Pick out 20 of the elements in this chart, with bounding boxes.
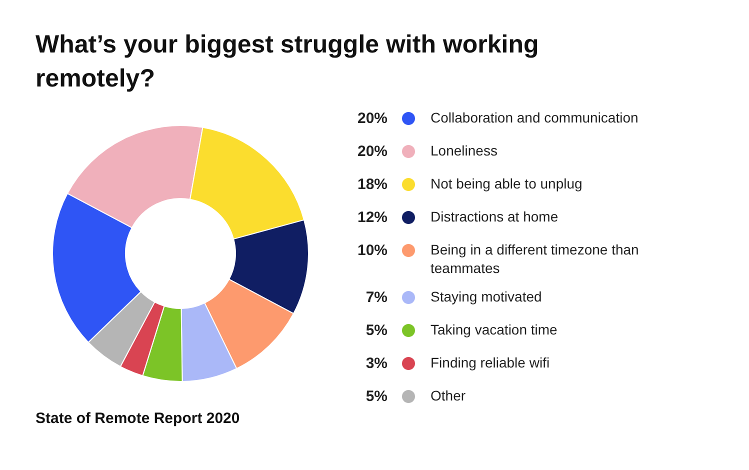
data-label: 3% bbox=[366, 355, 388, 372]
data-label: 18% bbox=[357, 176, 388, 193]
data-label: 7% bbox=[366, 289, 388, 306]
data-label: 5% bbox=[366, 388, 388, 405]
text: State of Remote Report 2020 bbox=[36, 410, 240, 427]
data-label: 5% bbox=[366, 322, 388, 339]
data-label: 20% bbox=[357, 110, 388, 127]
legend-label: Collaboration and communication bbox=[430, 110, 638, 126]
legend-label: Distractions at home bbox=[430, 208, 558, 224]
data-label: 20% bbox=[357, 143, 388, 160]
legend-label: Other bbox=[430, 388, 466, 404]
legend-label: Staying motivated bbox=[430, 288, 542, 304]
data-label: 12% bbox=[357, 209, 388, 226]
legend-label: Finding reliable wifi bbox=[430, 354, 550, 370]
legend-label: Taking vacation time bbox=[430, 322, 558, 338]
legend-label: Not being able to unplug bbox=[430, 176, 582, 192]
data-label: 10% bbox=[357, 242, 388, 259]
legend-label: Loneliness bbox=[430, 142, 498, 158]
legend-label: Being in a different timezone than teammates bbox=[430, 242, 639, 276]
chart-title: What’s your biggest struggle with working remotely? bbox=[36, 30, 539, 92]
